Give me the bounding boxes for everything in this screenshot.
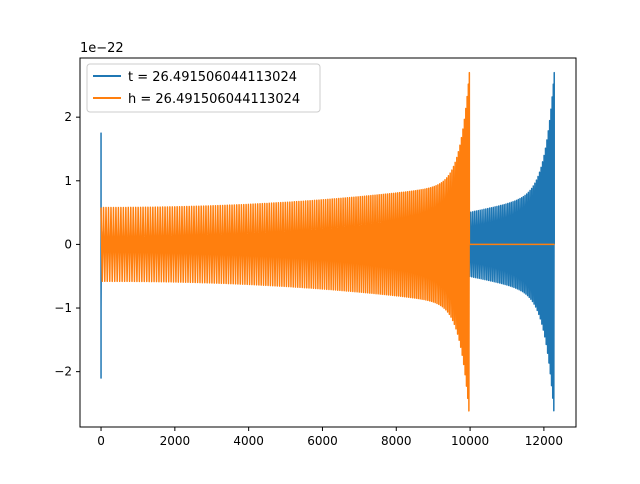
x-tick-label: 12000 bbox=[525, 434, 563, 448]
x-tick-label: 8000 bbox=[381, 434, 412, 448]
legend-label-t: t = 26.491506044113024 bbox=[128, 70, 297, 85]
axes-frame bbox=[79, 57, 577, 428]
x-tick-label: 6000 bbox=[307, 434, 338, 448]
x-tick-label: 2000 bbox=[160, 434, 191, 448]
plot-layer bbox=[100, 71, 555, 412]
y-tick-label: −2 bbox=[54, 365, 72, 379]
x-tick-label: 0 bbox=[97, 434, 105, 448]
legend-label-h: h = 26.491506044113024 bbox=[128, 92, 300, 107]
legend-box bbox=[86, 63, 321, 113]
legend: t = 26.491506044113024 h = 26.4915060441… bbox=[86, 63, 321, 113]
x-tick-label: 4000 bbox=[233, 434, 264, 448]
y-tick-label: 0 bbox=[64, 237, 72, 251]
y-tick-label: 2 bbox=[64, 110, 72, 124]
series-h bbox=[100, 71, 555, 412]
series-line-h-0 bbox=[100, 71, 471, 412]
x-tick-label: 10000 bbox=[451, 434, 489, 448]
y-tick-label: 1 bbox=[64, 174, 72, 188]
axes-layer: 0 2000 4000 6000 8000 10000 12000 −2 −1 0 1 2 bbox=[54, 57, 577, 448]
y-offset-label: 1e−22 bbox=[80, 41, 124, 56]
y-tick-label: −1 bbox=[54, 301, 72, 315]
